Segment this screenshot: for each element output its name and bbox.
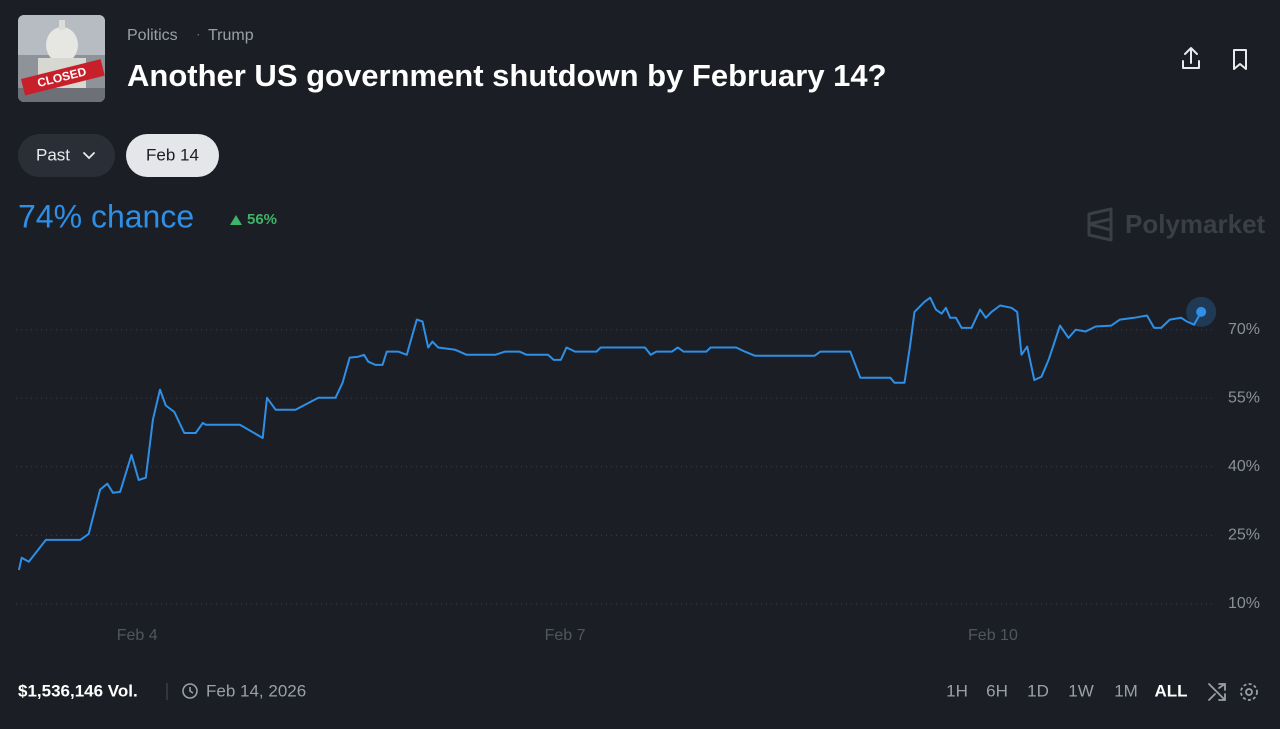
y-tick-label: 55% [1228, 389, 1260, 406]
share-button[interactable] [1182, 47, 1200, 69]
range-button[interactable]: 1M [1114, 681, 1138, 700]
bookmark-button[interactable] [1233, 49, 1247, 70]
end-date: Feb 14, 2026 [206, 681, 306, 700]
chance: 74% chance [18, 198, 194, 234]
endpoint-dot [1196, 306, 1207, 317]
y-tick-label: 40% [1228, 458, 1260, 475]
separator-dot: · [196, 26, 201, 42]
range-button[interactable]: 6H [986, 681, 1008, 700]
x-tick-label: Feb 10 [968, 627, 1018, 644]
shuffle-button[interactable] [1208, 683, 1226, 701]
y-tick-label: 25% [1228, 527, 1260, 544]
range-selector: 1H 6H 1D 1W 1M ALL [946, 681, 1187, 700]
x-tick-label: Feb 4 [117, 627, 158, 644]
category[interactable]: Politics [127, 27, 178, 44]
past-filter[interactable]: Past [18, 134, 115, 177]
change-arrow [230, 215, 242, 225]
volume: $1,536,146 Vol. [18, 681, 138, 700]
price-line [17, 296, 1203, 571]
tag[interactable]: Trump [208, 27, 254, 44]
change: 56% [247, 211, 277, 228]
brand-logo [1087, 207, 1113, 242]
range-button[interactable]: 1D [1027, 681, 1049, 700]
y-tick-label: 10% [1228, 595, 1260, 612]
settings-button[interactable] [1240, 683, 1258, 701]
date-label[interactable]: Feb 14 [146, 145, 199, 164]
chevron [83, 152, 95, 160]
brand: Polymarket [1125, 209, 1266, 239]
thumbnail: CLOSED [18, 15, 105, 102]
range-button[interactable]: ALL [1154, 681, 1187, 700]
range-button[interactable]: 1H [946, 681, 968, 700]
y-tick-label: 70% [1228, 321, 1260, 338]
pill[interactable] [126, 134, 219, 177]
market-title: Another US government shutdown by Februa… [127, 58, 887, 93]
x-tick-label: Feb 7 [545, 627, 586, 644]
range-button[interactable]: 1W [1068, 681, 1094, 700]
date-filter[interactable]: Feb 14 [126, 134, 219, 177]
pill[interactable] [18, 134, 115, 177]
clock-icon [182, 683, 198, 699]
plot: 70% 55% 40% 25% 10% Feb 4 Feb 7 Feb 10 [16, 296, 1260, 644]
past-label[interactable]: Past [36, 145, 70, 164]
